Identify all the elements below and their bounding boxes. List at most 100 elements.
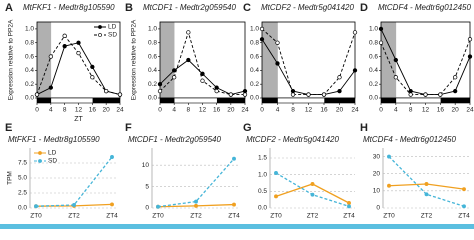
legend-marker (38, 151, 42, 155)
x-tick-label: 8 (291, 107, 295, 114)
data-point (347, 201, 351, 205)
data-point (200, 78, 205, 83)
y-tick-label: 1.0 (250, 26, 259, 33)
data-point (408, 88, 413, 94)
data-point (90, 64, 95, 70)
y-tick-label: 0.4 (250, 67, 259, 74)
data-point (194, 199, 198, 204)
data-point (34, 92, 40, 97)
y-axis-label: TPM (7, 171, 14, 185)
x-tick-label: 24 (351, 107, 359, 114)
data-point (90, 75, 95, 80)
data-point (214, 88, 219, 94)
data-point (310, 192, 315, 197)
data-point (228, 92, 233, 97)
data-point (423, 92, 428, 97)
legend-marker (38, 159, 42, 163)
x-tick-label: 12 (75, 107, 83, 114)
night-shade (160, 22, 175, 98)
y-tick-label: 0 (376, 205, 380, 212)
y-tick-label: 0.8 (369, 39, 378, 46)
x-tick-label: 20 (452, 107, 460, 114)
data-point (453, 88, 458, 94)
y-tick-label: 0.2 (148, 81, 157, 88)
panel-label: C (243, 2, 251, 14)
dark-bar (262, 98, 278, 103)
dark-bar (160, 98, 175, 103)
panel-label: G (243, 122, 252, 134)
dark-bar (37, 98, 52, 103)
y-tick-label: 10 (373, 188, 381, 195)
data-point (48, 54, 53, 59)
y-tick-label: 1.5 (258, 155, 267, 162)
y-tick-label: 1.0 (258, 171, 267, 178)
y-tick-label: 10 (142, 162, 150, 169)
y-tick-label: 0.2 (369, 81, 378, 88)
data-point (62, 33, 67, 38)
x-tick-label: 20 (103, 107, 111, 114)
data-point (352, 68, 358, 73)
data-point (424, 182, 429, 186)
data-point (275, 61, 280, 66)
x-tick-label: 0 (379, 107, 383, 114)
data-point (321, 92, 327, 97)
data-point (408, 92, 413, 97)
data-point (393, 57, 398, 63)
x-tick-label: 24 (241, 107, 249, 114)
legend-marker (98, 33, 102, 37)
data-point (259, 37, 265, 42)
data-point (259, 26, 265, 32)
data-point (337, 75, 342, 80)
data-point (172, 75, 177, 80)
data-point (194, 203, 198, 208)
x-tick-label: ZT0 (383, 213, 395, 220)
data-point (462, 204, 466, 209)
x-tick-label: 4 (172, 107, 176, 114)
data-point (214, 85, 219, 90)
y-axis-label: Expression relative to PP2A (8, 19, 15, 100)
x-tick-label: ZT4 (458, 213, 470, 220)
y-tick-label: 0.0 (250, 95, 259, 102)
data-point (274, 171, 278, 175)
chart-title: MtCDF1 - Medtr2g059540 (143, 3, 236, 12)
x-tick-label: ZT4 (343, 213, 355, 220)
x-tick-label: 0 (35, 107, 39, 114)
chart-title: MtCDF2 - Medtr5g041420 (261, 3, 354, 12)
y-axis-label: Expression relative to PP2A (131, 19, 138, 100)
night-shade (262, 22, 278, 98)
y-tick-label: 1.0 (25, 26, 34, 33)
data-point (242, 88, 248, 94)
data-point (76, 40, 81, 45)
data-point (186, 30, 191, 35)
data-point (186, 57, 191, 63)
data-point (378, 40, 384, 45)
panel-label: A (5, 2, 13, 14)
data-point (232, 202, 236, 207)
y-tick-label: 0.8 (148, 39, 157, 46)
data-point (337, 88, 342, 94)
data-point (424, 192, 429, 197)
data-point (393, 75, 398, 80)
x-tick-label: 8 (63, 107, 67, 114)
data-point (62, 44, 67, 49)
data-point (34, 204, 38, 209)
figure: A MtFKF1 - Medtr8g105590 0.0 0.2 0.4 0.6 0.8 1.… (0, 2, 474, 229)
y-tick-label: 0.0 (148, 95, 157, 102)
chart-title: MtCDF4 - Medtr6g012450 (378, 3, 471, 12)
x-tick-label: 16 (437, 107, 445, 114)
chart-title: MtFKF1 - Medtr8g105590 (23, 3, 115, 12)
x-tick-label: 4 (394, 107, 398, 114)
data-point (274, 194, 278, 199)
night-shade (37, 22, 52, 98)
chart-title: MtCDF1 - Medtr2g059540 (128, 135, 221, 144)
y-tick-label: 0.0 (369, 95, 378, 102)
data-point (275, 40, 280, 45)
y-tick-label: 1.0 (148, 26, 157, 33)
y-tick-label: 0.6 (369, 53, 378, 60)
y-tick-label: 0.0 (25, 95, 34, 102)
data-point (242, 92, 248, 97)
panel-label: F (125, 122, 132, 134)
data-point (387, 154, 391, 159)
chart-title: MtCDF2 - Medtr5g041420 (246, 135, 339, 144)
dark-bar (92, 98, 120, 103)
